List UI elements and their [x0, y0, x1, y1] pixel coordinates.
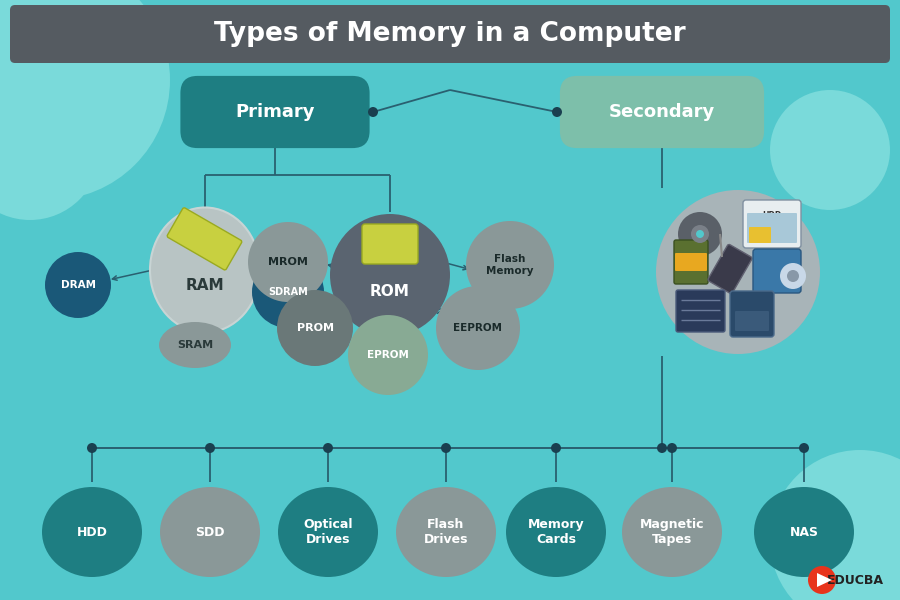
Circle shape — [667, 443, 677, 453]
FancyBboxPatch shape — [674, 240, 708, 284]
Text: Memory
Cards: Memory Cards — [527, 518, 584, 546]
Ellipse shape — [150, 208, 260, 332]
Text: Flash
Memory: Flash Memory — [486, 254, 534, 276]
Ellipse shape — [42, 487, 142, 577]
Circle shape — [0, 0, 170, 200]
FancyBboxPatch shape — [167, 208, 242, 270]
Circle shape — [323, 443, 333, 453]
Circle shape — [770, 450, 900, 600]
Ellipse shape — [160, 487, 260, 577]
Ellipse shape — [159, 322, 231, 368]
Text: SSD: SSD — [743, 311, 760, 320]
Ellipse shape — [330, 214, 450, 336]
Circle shape — [678, 212, 722, 256]
Text: RAM: RAM — [185, 277, 224, 292]
Circle shape — [45, 252, 111, 318]
Circle shape — [348, 315, 428, 395]
FancyBboxPatch shape — [753, 249, 801, 293]
Text: SDRAM: SDRAM — [268, 287, 308, 297]
FancyBboxPatch shape — [180, 76, 370, 148]
Circle shape — [808, 566, 836, 594]
Text: HDD: HDD — [762, 211, 781, 220]
Text: MROM: MROM — [268, 257, 308, 267]
FancyBboxPatch shape — [708, 244, 752, 293]
Circle shape — [657, 443, 667, 453]
FancyBboxPatch shape — [676, 290, 725, 332]
Text: PROM: PROM — [296, 323, 334, 333]
Text: EDUCBA: EDUCBA — [826, 574, 884, 587]
Polygon shape — [817, 573, 832, 587]
Text: EPROM: EPROM — [367, 350, 409, 360]
Circle shape — [441, 443, 451, 453]
Text: SDD: SDD — [195, 526, 225, 539]
Text: SRAM: SRAM — [177, 340, 213, 350]
Text: DRAM: DRAM — [60, 280, 95, 290]
Circle shape — [248, 222, 328, 302]
Text: Secondary: Secondary — [609, 103, 716, 121]
FancyBboxPatch shape — [730, 291, 774, 337]
FancyBboxPatch shape — [560, 76, 764, 148]
Circle shape — [466, 221, 554, 309]
Ellipse shape — [754, 487, 854, 577]
Text: EEPROM: EEPROM — [454, 323, 502, 333]
Ellipse shape — [506, 487, 606, 577]
Circle shape — [787, 270, 799, 282]
Circle shape — [656, 190, 820, 354]
Circle shape — [799, 443, 809, 453]
Circle shape — [691, 225, 709, 243]
Circle shape — [0, 80, 100, 220]
Circle shape — [87, 443, 97, 453]
Circle shape — [780, 263, 806, 289]
Ellipse shape — [396, 487, 496, 577]
Text: Types of Memory in a Computer: Types of Memory in a Computer — [214, 21, 686, 47]
Circle shape — [770, 90, 890, 210]
Text: HDD: HDD — [76, 526, 107, 539]
Text: Primary: Primary — [235, 103, 315, 121]
FancyBboxPatch shape — [749, 227, 771, 243]
FancyBboxPatch shape — [675, 253, 707, 271]
Circle shape — [252, 256, 324, 328]
Text: NAS: NAS — [789, 526, 818, 539]
FancyBboxPatch shape — [10, 5, 890, 63]
Circle shape — [277, 290, 353, 366]
Circle shape — [436, 286, 520, 370]
Text: Magnetic
Tapes: Magnetic Tapes — [640, 518, 704, 546]
Circle shape — [551, 443, 561, 453]
Text: Optical
Drives: Optical Drives — [303, 518, 353, 546]
Ellipse shape — [622, 487, 722, 577]
Ellipse shape — [278, 487, 378, 577]
Circle shape — [552, 107, 562, 117]
Circle shape — [696, 230, 704, 238]
FancyBboxPatch shape — [362, 224, 418, 264]
Circle shape — [368, 107, 378, 117]
FancyBboxPatch shape — [743, 200, 801, 248]
Text: ROM: ROM — [370, 284, 410, 299]
Circle shape — [205, 443, 215, 453]
Text: Flash
Drives: Flash Drives — [424, 518, 468, 546]
FancyBboxPatch shape — [735, 311, 769, 331]
FancyBboxPatch shape — [747, 213, 797, 243]
